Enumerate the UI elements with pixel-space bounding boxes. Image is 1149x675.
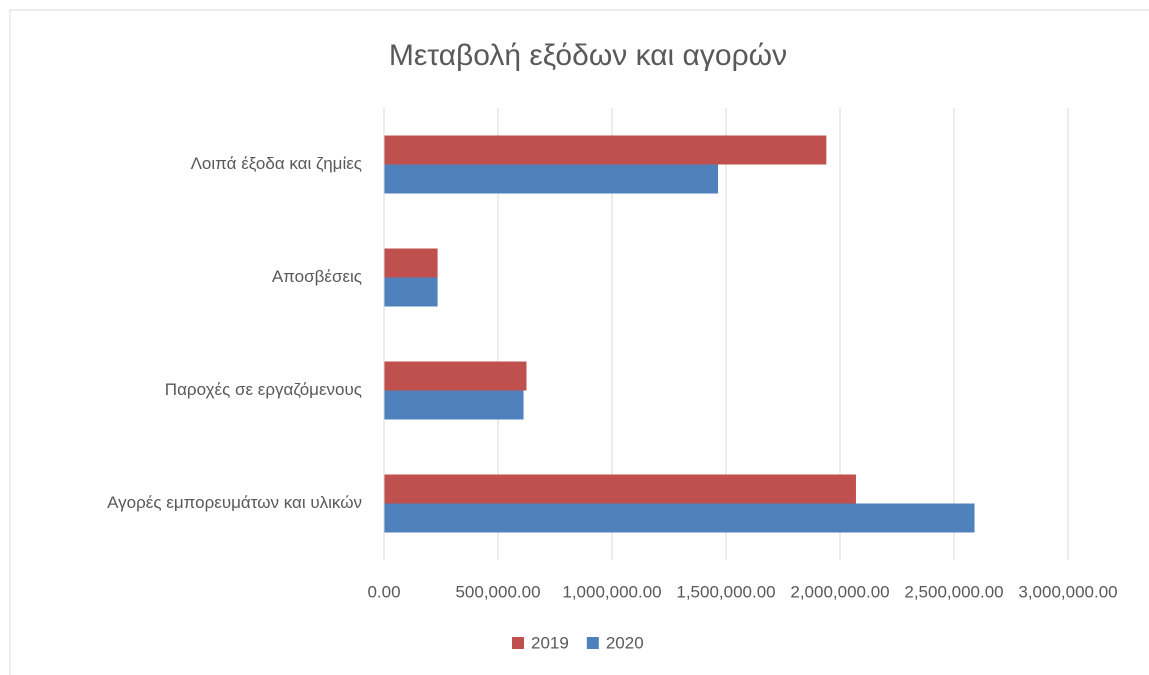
x-tick-label: 0.00	[367, 582, 400, 601]
legend-swatch	[512, 637, 524, 649]
y-tick-label: Αγορές εμπορευμάτων και υλικών	[107, 493, 362, 512]
bar	[384, 164, 719, 194]
x-tick-label: 3,000,000.00	[1018, 582, 1117, 601]
chart-frame	[9, 9, 1149, 675]
x-tick-label: 2,000,000.00	[790, 582, 889, 601]
bar	[384, 277, 438, 307]
x-tick-label: 2,500,000.00	[904, 582, 1003, 601]
x-tick-label: 1,500,000.00	[676, 582, 775, 601]
y-tick-label: Αποσβέσεις	[272, 267, 362, 286]
x-tick-label: 500,000.00	[455, 582, 540, 601]
bar	[384, 390, 524, 420]
bar	[384, 474, 856, 504]
x-tick-label: 1,000,000.00	[562, 582, 661, 601]
bar	[384, 361, 527, 391]
y-tick-label: Λοιπά έξοδα και ζημίες	[191, 154, 362, 173]
legend-label: 2020	[606, 633, 644, 652]
y-tick-label: Παροχές σε εργαζόμενους	[165, 380, 362, 399]
bar	[384, 135, 827, 165]
bar	[384, 248, 438, 278]
legend-swatch	[586, 637, 599, 649]
bar	[384, 503, 975, 533]
chart-title: Μεταβολή εξόδων και αγορών	[389, 39, 787, 72]
legend-label: 2019	[531, 633, 569, 652]
